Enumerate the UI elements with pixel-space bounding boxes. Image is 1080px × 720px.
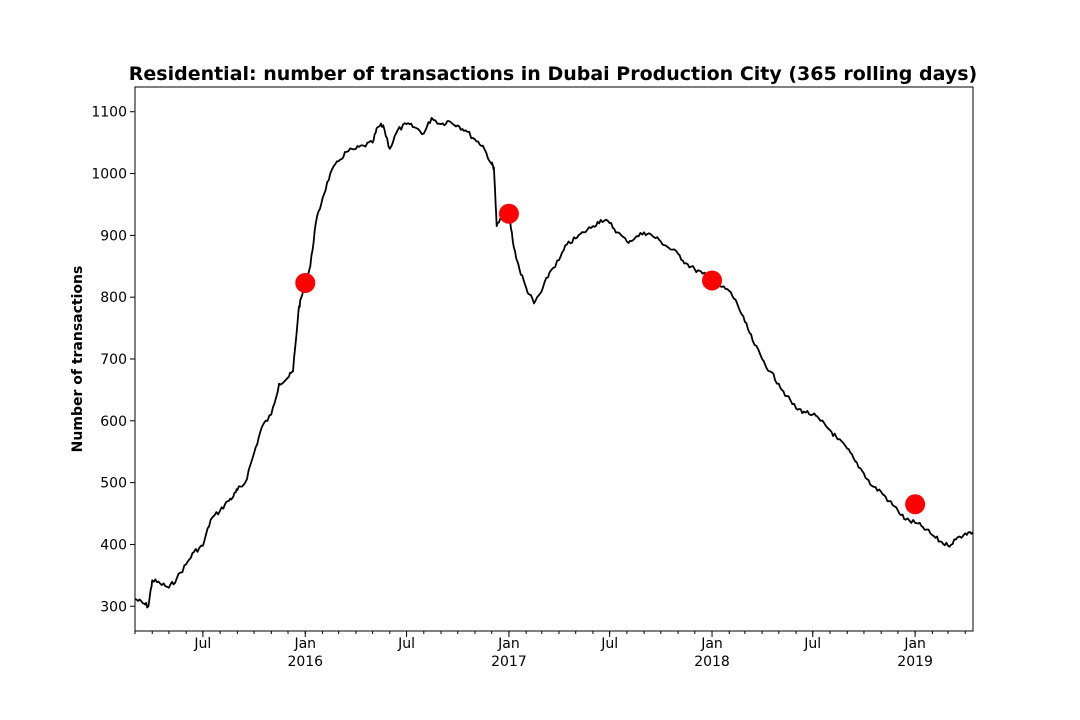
y-tick-label-1: 400: [100, 537, 127, 553]
y-tick-label-6: 900: [100, 228, 127, 244]
y-tick-label-4: 700: [100, 352, 127, 368]
x-axis: Jul Jan 2016 Jul Jan 2017 Jul Jan 2018 Jul Jan 2019: [134, 631, 966, 670]
chart-title: Residential: number of transactions in D…: [129, 63, 978, 85]
x-tick-year-5: 2018: [694, 654, 730, 670]
x-tick-label-2: Jul: [397, 636, 415, 652]
series-line-0: [134, 117, 974, 609]
y-tick-label-8: 1100: [91, 105, 127, 121]
x-tick-label-6: Jul: [803, 636, 821, 652]
x-tick-label-0: Jul: [193, 636, 211, 652]
marker-point-0: [295, 272, 316, 293]
y-tick-label-2: 500: [100, 476, 127, 492]
x-tick-year-1: 2016: [287, 654, 323, 670]
x-tick-year-3: 2017: [491, 654, 527, 670]
y-axis-label: Number of transactions: [70, 266, 86, 453]
x-tick-label-1: Jan: [293, 636, 316, 652]
marker-point-3: [905, 494, 926, 515]
y-tick-label-7: 1000: [91, 167, 127, 183]
marker-point-1: [498, 203, 519, 224]
x-tick-label-5: Jan: [700, 636, 723, 652]
marker-point-2: [702, 270, 723, 291]
x-tick-label-7: Jan: [903, 636, 926, 652]
x-tick-label-4: Jul: [600, 636, 618, 652]
x-tick-label-3: Jan: [497, 636, 520, 652]
plot-frame: [134, 86, 974, 632]
y-tick-label-0: 300: [100, 599, 127, 615]
plot-area: [134, 117, 974, 609]
y-tick-label-3: 600: [100, 414, 127, 430]
y-axis: 300 400 500 600 700 800 900 1000 1100: [91, 105, 135, 615]
x-tick-year-7: 2019: [897, 654, 933, 670]
y-tick-label-5: 800: [100, 290, 127, 306]
